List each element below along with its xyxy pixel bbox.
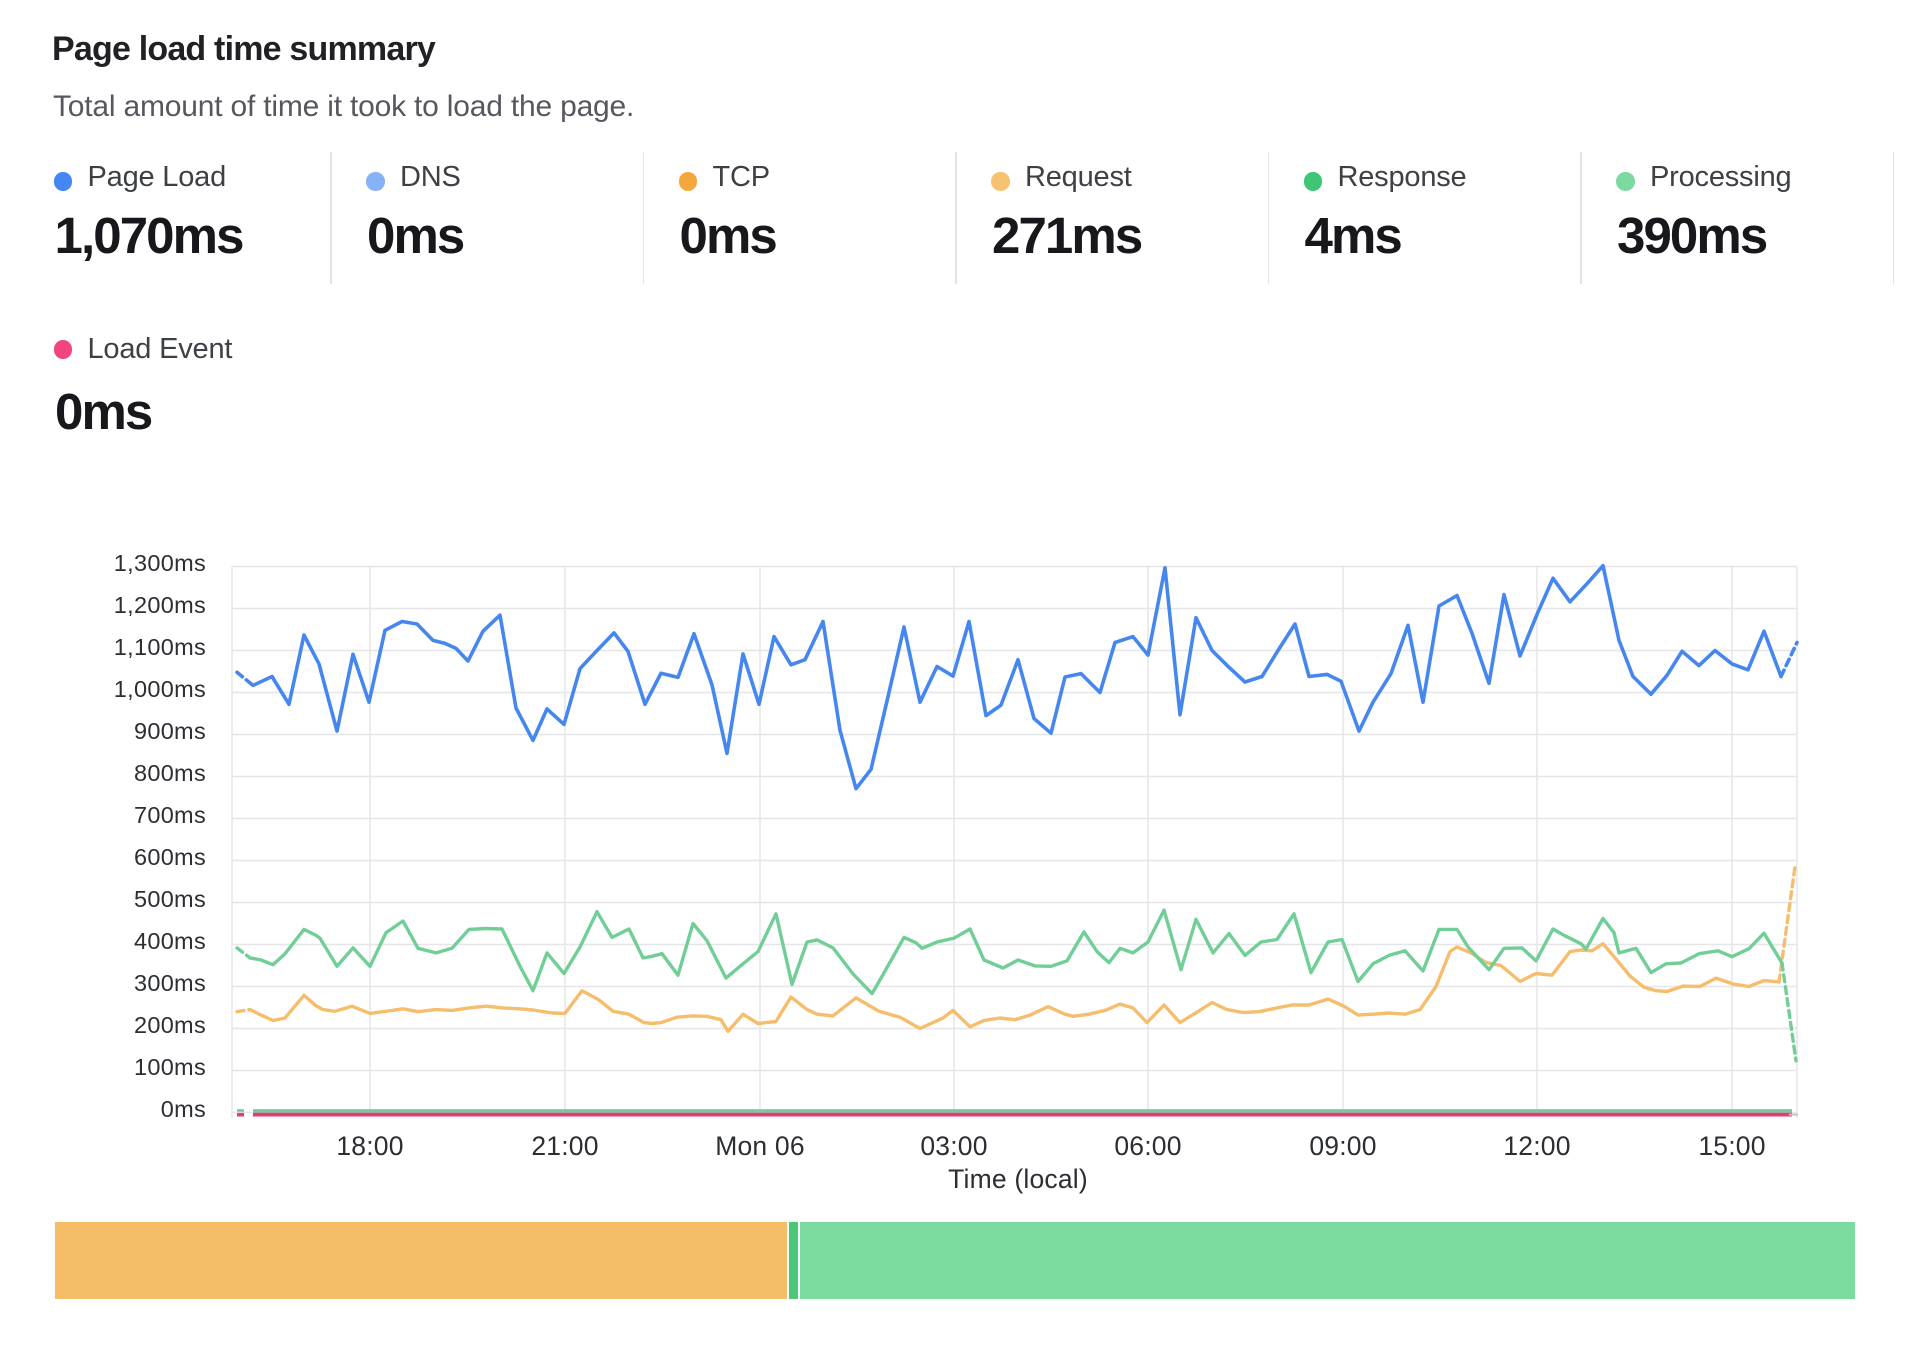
svg-text:1,100ms: 1,100ms [114,634,206,660]
svg-text:06:00: 06:00 [1114,1131,1181,1161]
svg-text:1,300ms: 1,300ms [114,550,206,576]
svg-text:1,200ms: 1,200ms [114,592,206,618]
svg-text:600ms: 600ms [134,844,206,870]
svg-text:15:00: 15:00 [1698,1131,1765,1161]
svg-text:09:00: 09:00 [1309,1131,1376,1161]
svg-text:200ms: 200ms [134,1012,206,1038]
svg-text:03:00: 03:00 [920,1131,987,1161]
svg-text:100ms: 100ms [134,1054,206,1080]
svg-text:700ms: 700ms [134,802,206,828]
svg-text:12:00: 12:00 [1503,1131,1570,1161]
svg-text:21:00: 21:00 [531,1131,598,1161]
svg-text:300ms: 300ms [134,970,206,996]
svg-text:1,000ms: 1,000ms [114,676,206,702]
svg-text:400ms: 400ms [134,928,206,954]
svg-text:500ms: 500ms [134,886,206,912]
svg-text:Time (local): Time (local) [948,1164,1088,1194]
svg-text:800ms: 800ms [134,760,206,786]
svg-text:0ms: 0ms [161,1096,206,1122]
svg-text:18:00: 18:00 [336,1131,403,1161]
svg-text:Mon 06: Mon 06 [715,1131,805,1161]
svg-text:900ms: 900ms [134,718,206,744]
